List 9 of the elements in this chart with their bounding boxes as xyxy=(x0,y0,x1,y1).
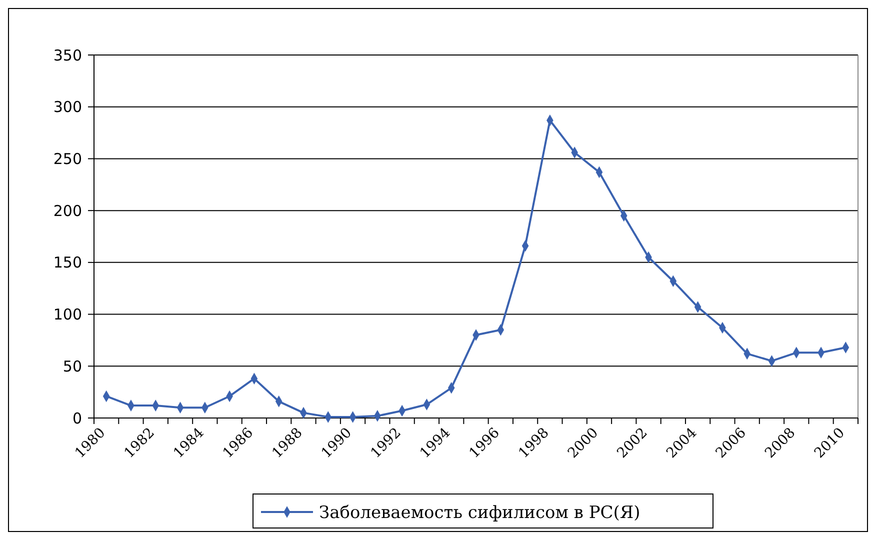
y-tick-label: 350 xyxy=(53,46,82,64)
y-tick-label: 100 xyxy=(53,306,82,324)
y-tick-label: 250 xyxy=(53,150,82,168)
y-tick-label: 0 xyxy=(72,409,82,428)
y-tick-label: 200 xyxy=(53,202,82,220)
y-tick-label: 150 xyxy=(53,254,82,272)
y-tick-label: 300 xyxy=(53,98,82,116)
y-tick-label: 50 xyxy=(62,357,82,376)
legend-label: Заболеваемость сифилисом в РС(Я) xyxy=(319,502,640,523)
